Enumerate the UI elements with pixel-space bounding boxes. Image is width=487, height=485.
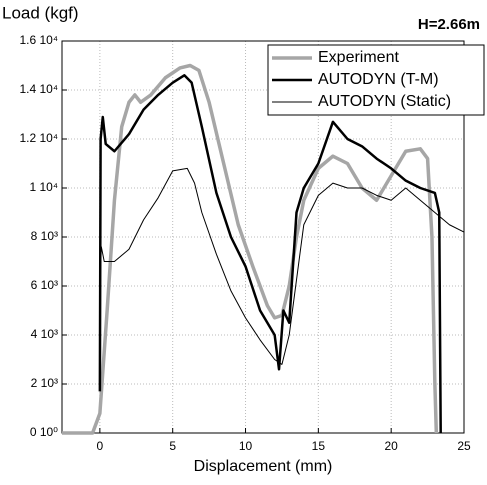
x-tick-label: 15 [312, 439, 326, 453]
y-tick-label: 0 10⁰ [30, 425, 58, 439]
y-tick-label: 4 10³ [31, 327, 58, 341]
data-line [98, 74, 442, 434]
y-tick-label: 1.2 10⁴ [19, 131, 58, 145]
data-line [99, 167, 465, 365]
legend-label: AUTODYN (Static) [318, 93, 451, 110]
y-axis-label: Load (kgf) [2, 3, 79, 22]
x-tick-label: 5 [169, 439, 176, 453]
x-tick-label: 0 [97, 439, 104, 453]
y-tick-label: 8 10³ [31, 229, 58, 243]
y-tick-label: 6 10³ [31, 278, 58, 292]
x-tick-label: 10 [239, 439, 253, 453]
x-axis-label: Displacement (mm) [194, 458, 333, 475]
legend-label: Experiment [318, 49, 399, 66]
y-tick-label: 1.4 10⁴ [19, 82, 58, 96]
y-tick-label: 2 10³ [31, 376, 58, 390]
x-tick-label: 25 [457, 439, 471, 453]
annotation: H=2.66m [418, 16, 480, 33]
y-tick-label: 1 10⁴ [29, 180, 58, 194]
y-tick-label: 1.6 10⁴ [19, 33, 58, 47]
legend-label: AUTODYN (T-M) [318, 71, 439, 88]
data-line [62, 63, 439, 435]
x-tick-label: 20 [384, 439, 398, 453]
plot-frame [61, 40, 465, 434]
